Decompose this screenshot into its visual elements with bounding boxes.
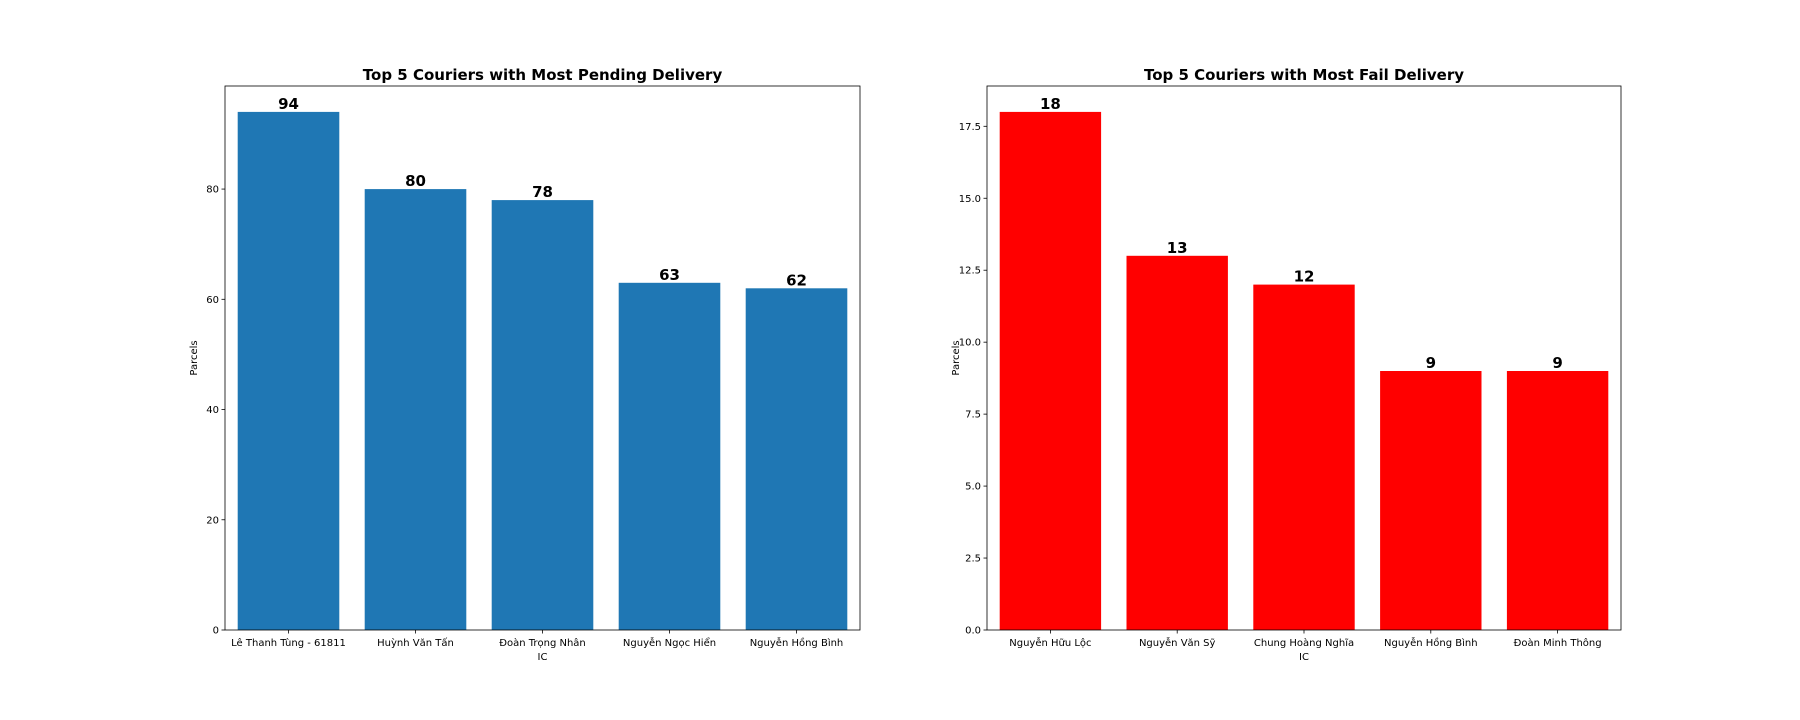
value-label-5: 62 [786,271,807,289]
pending-delivery-chart: 94 80 78 63 62 0 20 40 60 80 Lê Thanh Tùng - 61811… [189,66,861,663]
y-axis-label: Parcels [951,340,962,375]
bar-3 [491,200,594,630]
y-tick-label: 40 [206,405,219,416]
y-tick-label: 10.0 [959,338,981,349]
value-label-4: 9 [1426,354,1436,372]
bar-4 [618,282,721,630]
y-tick-label: 20 [206,515,219,526]
value-label-3: 78 [532,183,553,201]
value-label-2: 80 [405,172,426,190]
y-tick-label: 5.0 [965,482,981,493]
value-label-3: 12 [1294,268,1315,286]
x-tick-label-1: Nguyễn Hữu Lộc [1009,636,1091,649]
bar-5 [1506,371,1609,630]
bar-4 [1380,371,1482,630]
chart-title: Top 5 Couriers with Most Fail Delivery [1144,66,1464,84]
y-tick-label: 80 [206,185,219,196]
x-tick-label-5: Đoàn Minh Thông [1514,637,1602,649]
y-tick-label: 15.0 [959,194,981,205]
value-label-1: 18 [1040,95,1061,113]
value-label-4: 63 [659,266,680,284]
y-tick-label: 2.5 [965,554,981,565]
x-tick-label-4: Nguyễn Hồng Bình [1384,636,1478,649]
bar-1 [237,111,340,630]
x-tick-label-3: Chung Hoàng Nghĩa [1254,637,1354,649]
x-tick-label-2: Huỳnh Văn Tấn [377,637,454,649]
y-tick-label: 12.5 [959,266,981,277]
x-tick-label-3: Đoàn Trọng Nhân [499,637,586,649]
value-label-2: 13 [1167,239,1188,257]
x-tick-label-2: Nguyễn Văn Sỹ [1139,636,1216,649]
bar-1 [999,111,1102,630]
y-tick-label: 7.5 [965,410,981,421]
y-tick-label: 0.0 [965,626,981,637]
y-tick-label: 60 [206,295,219,306]
bar-5 [745,288,848,630]
bar-2 [1126,255,1228,631]
y-axis-label: Parcels [189,340,200,375]
y-tick-label: 17.5 [959,122,981,133]
fail-delivery-chart: 18 13 12 9 9 0.0 2.5 5.0 7.5 10.0 12.5 15.0 17.5 Nguy… [951,66,1622,663]
x-tick-label-1: Lê Thanh Tùng - 61811 [231,637,346,649]
y-tick-label: 0 [213,626,219,637]
chart-title: Top 5 Couriers with Most Pending Deliver… [363,66,723,84]
value-label-5: 9 [1552,354,1562,372]
x-axis-label: IC [1299,652,1309,663]
value-label-1: 94 [278,95,299,113]
bar-2 [364,189,467,630]
x-tick-label-4: Nguyễn Ngọc Hiển [623,636,716,649]
x-tick-label-5: Nguyễn Hồng Bình [750,636,844,649]
bar-3 [1253,284,1355,630]
x-axis-label: IC [538,652,548,663]
